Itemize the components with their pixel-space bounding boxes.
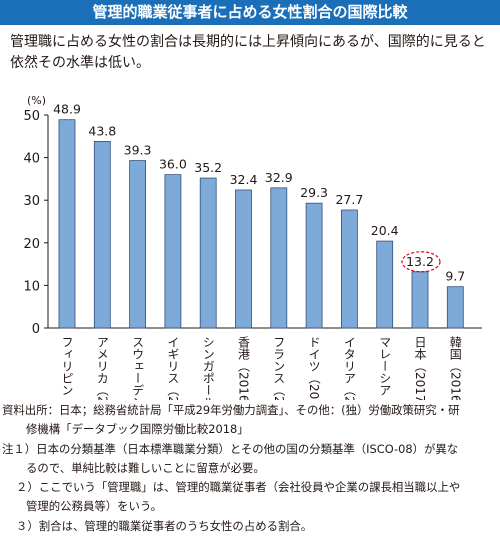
note-1: 注１）日本の分類基準（日本標準職業分類）とその他の国の分類基準（ISCO-08）… bbox=[2, 441, 459, 456]
value-label: 29.3 bbox=[300, 185, 328, 200]
value-label: 36.0 bbox=[159, 157, 187, 172]
category-label: シンガポール（2016） bbox=[201, 336, 215, 400]
y-axis-label: (%) bbox=[27, 94, 46, 107]
value-label: 9.7 bbox=[445, 269, 465, 284]
notes-block: 資料出所：日本；総務省統計局「平成29年労働力調査」、その他：(独）労働政策研究… bbox=[2, 401, 498, 536]
category-label: イギリス（2016） bbox=[166, 336, 180, 400]
bar bbox=[164, 174, 182, 329]
value-label: 43.8 bbox=[88, 123, 116, 138]
bar-chart: (%) 0 10 20 30 40 50 48.9 フィリピン（2016） 43.8 アメリカ（20… bbox=[23, 94, 482, 400]
y-tick-label: 30 bbox=[23, 194, 40, 209]
y-tick-label: 10 bbox=[23, 279, 40, 294]
bar bbox=[270, 187, 288, 329]
value-label: 48.9 bbox=[53, 102, 81, 117]
y-tick-label: 0 bbox=[32, 322, 40, 337]
bar bbox=[235, 189, 252, 329]
bar bbox=[446, 286, 464, 329]
category-label: スウェーデン（2016） bbox=[131, 336, 145, 400]
highlight-circle bbox=[401, 251, 441, 273]
bar bbox=[129, 160, 147, 329]
note-3: ３）割合は、管理的職業従事者のうち女性の占める割合。 bbox=[16, 518, 313, 533]
note-2: ２）ここでいう「管理職」は、管理的職業従事者（会社役員や企業の課長相当職以上や bbox=[16, 480, 461, 495]
chart-title: 管理的職業従事者に占める女性割合の国際比較 bbox=[0, 0, 500, 25]
chart-subtitle: 管理職に占める女性の割合は長期的には上昇傾向にあるが、国際的に見ると依然その水準… bbox=[10, 34, 486, 71]
value-label: 39.3 bbox=[124, 143, 152, 158]
category-label: 日本（2017） bbox=[413, 336, 427, 400]
value-label: 32.9 bbox=[265, 170, 293, 185]
category-label: 香港（2016） bbox=[237, 336, 251, 400]
note-2-continued: 管理的公務員等）をいう。 bbox=[26, 499, 163, 514]
y-tick-label: 20 bbox=[23, 237, 40, 252]
source-note-continued: 修機構「データブック国際労働比較2018」 bbox=[26, 422, 249, 437]
category-label: マレーシア（2016） bbox=[378, 336, 392, 400]
value-label: 27.7 bbox=[335, 192, 363, 207]
bar bbox=[199, 177, 217, 329]
note-1-continued: るので、単純比較は難しいことに留意が必要。 bbox=[26, 460, 265, 475]
y-tick-label: 50 bbox=[23, 109, 40, 124]
bar bbox=[340, 209, 358, 329]
bar bbox=[411, 271, 429, 329]
value-label: 20.4 bbox=[371, 223, 399, 238]
bar bbox=[376, 240, 394, 329]
category-label: 韓国（2016） bbox=[448, 336, 462, 400]
category-label: ドイツ（2016） bbox=[307, 336, 321, 400]
category-label: フィリピン（2016） bbox=[60, 336, 74, 400]
category-label: フランス（2016） bbox=[272, 336, 286, 400]
value-label: 32.4 bbox=[230, 172, 258, 187]
value-label: 13.2 bbox=[406, 254, 434, 269]
bar bbox=[93, 141, 111, 329]
bar bbox=[305, 202, 323, 329]
category-label: イタリア（2016） bbox=[342, 336, 356, 400]
y-tick-label: 40 bbox=[23, 152, 40, 167]
source-note: 資料出所：日本；総務省統計局「平成29年労働力調査」、その他：(独）労働政策研究… bbox=[2, 403, 460, 417]
bar bbox=[58, 119, 76, 329]
value-label: 35.2 bbox=[194, 160, 222, 175]
category-label: アメリカ（2016） bbox=[95, 336, 109, 400]
